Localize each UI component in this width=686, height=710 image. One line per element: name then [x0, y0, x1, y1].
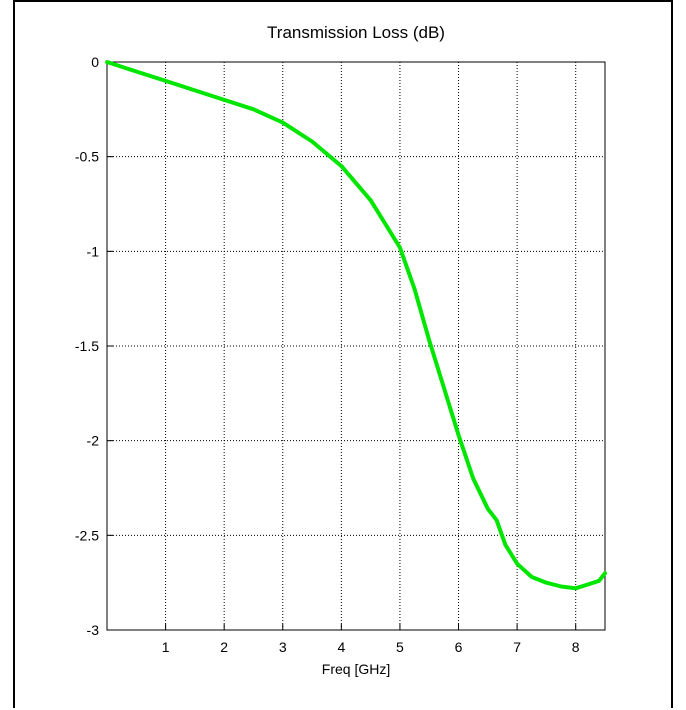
y-tick-label: -1.5	[75, 338, 99, 354]
y-tick-label: -2.5	[75, 527, 99, 543]
y-tick-label: 0	[91, 54, 99, 70]
y-tick-label: -3	[87, 622, 100, 638]
x-tick-label: 1	[162, 639, 170, 655]
y-tick-label: -1	[87, 243, 100, 259]
x-tick-label: 8	[572, 639, 580, 655]
x-tick-label: 5	[396, 639, 404, 655]
chart-title: Transmission Loss (dB)	[267, 23, 445, 42]
x-tick-label: 7	[513, 639, 521, 655]
grid-layer	[107, 61, 605, 630]
chart-svg: Transmission Loss (dB) 1 2 3 4 5 6 7 8 0 -0.5 -1 -1…	[75, 23, 607, 677]
y-tick-label: -2	[87, 433, 100, 449]
series-layer	[105, 60, 607, 591]
chart-frame: Transmission Loss (dB) 1 2 3 4 5 6 7 8 0 -0.5 -1 -1…	[13, 0, 673, 708]
x-tick-label: 3	[279, 639, 287, 655]
x-tick-label: 2	[220, 639, 228, 655]
x-tick-label: 4	[337, 639, 345, 655]
tick-layer: 1 2 3 4 5 6 7 8 0 -0.5 -1 -1.5 -2 -2.5 -3	[75, 54, 580, 655]
y-tick-label: -0.5	[75, 149, 99, 165]
x-tick-label: 6	[455, 639, 463, 655]
x-axis-label: Freq [GHz]	[322, 661, 390, 677]
series-line	[105, 60, 607, 591]
